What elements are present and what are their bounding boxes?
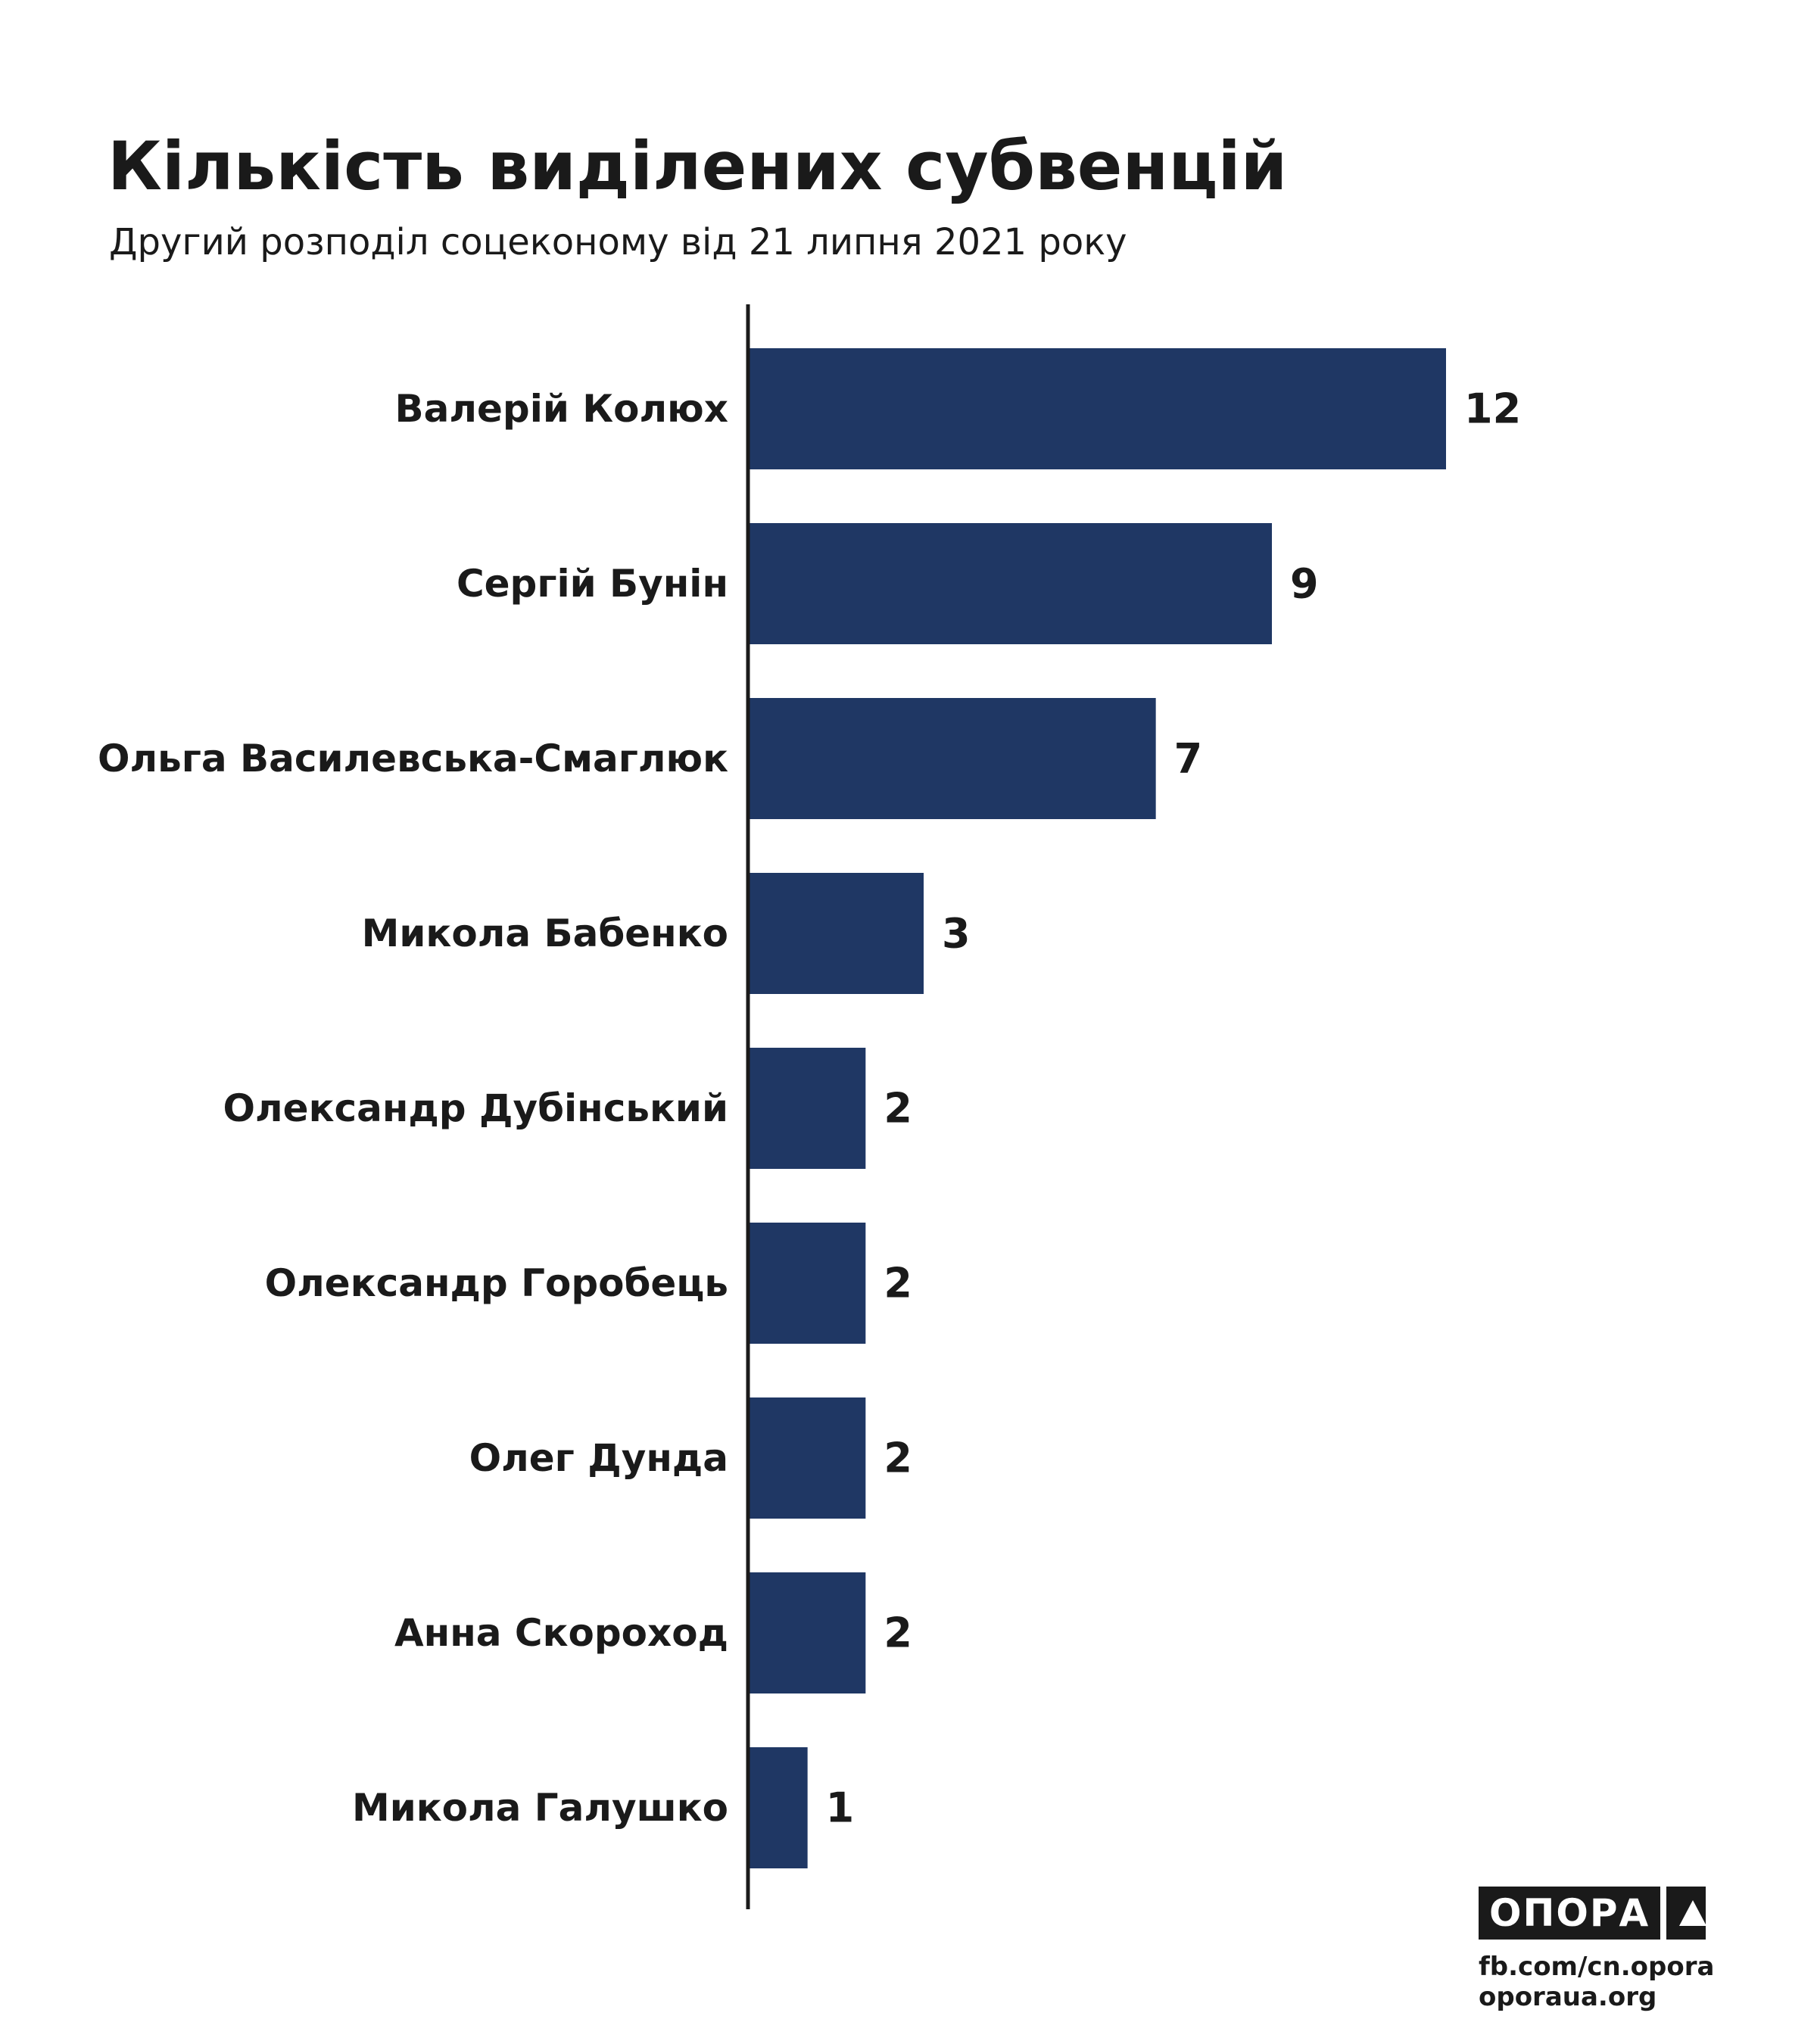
value-label-3: 3 — [942, 910, 971, 958]
brand-name: ОПОРА — [1479, 1887, 1661, 1940]
facebook-link[interactable]: fb.com/cn.opora — [1479, 1952, 1715, 1982]
bar-2 — [750, 698, 1156, 819]
value-label-8: 1 — [826, 1784, 855, 1832]
bar-6 — [750, 1397, 866, 1519]
value-label-6: 2 — [884, 1435, 912, 1482]
value-label-7: 2 — [884, 1609, 912, 1657]
category-label-2: Ольга Василевська-Смаглюк — [98, 737, 728, 781]
category-label-4: Олександр Дубінський — [223, 1086, 728, 1130]
triangle-logo-icon — [1666, 1887, 1706, 1940]
bar-5 — [750, 1223, 866, 1344]
website-link[interactable]: oporaua.org — [1479, 1982, 1657, 2012]
value-label-4: 2 — [884, 1085, 912, 1133]
brand-block: ОПОРА fb.com/cn.opora oporaua.org — [1479, 1887, 1715, 2012]
category-label-1: Сергій Бунін — [457, 562, 728, 606]
bar-1 — [750, 523, 1272, 644]
bar-4 — [750, 1048, 866, 1169]
category-label-3: Микола Бабенко — [362, 911, 728, 955]
category-label-6: Олег Дунда — [469, 1436, 728, 1480]
value-label-5: 2 — [884, 1260, 912, 1307]
category-label-7: Анна Скороход — [394, 1611, 728, 1655]
value-label-2: 7 — [1174, 735, 1203, 783]
category-label-0: Валерій Колюх — [395, 387, 728, 431]
chart-subtitle: Другий розподіл соцеконому від 21 липня … — [109, 221, 1127, 263]
category-label-5: Олександр Горобець — [265, 1261, 728, 1305]
bar-8 — [750, 1747, 808, 1868]
brand-logo: ОПОРА — [1479, 1887, 1706, 1940]
bar-3 — [750, 873, 924, 994]
bar-7 — [750, 1572, 866, 1693]
bar-0 — [750, 348, 1446, 469]
chart-title: Кількість виділених субвенцій — [108, 127, 1288, 205]
value-label-1: 9 — [1290, 560, 1319, 608]
category-label-8: Микола Галушко — [352, 1786, 728, 1830]
value-label-0: 12 — [1464, 385, 1521, 433]
